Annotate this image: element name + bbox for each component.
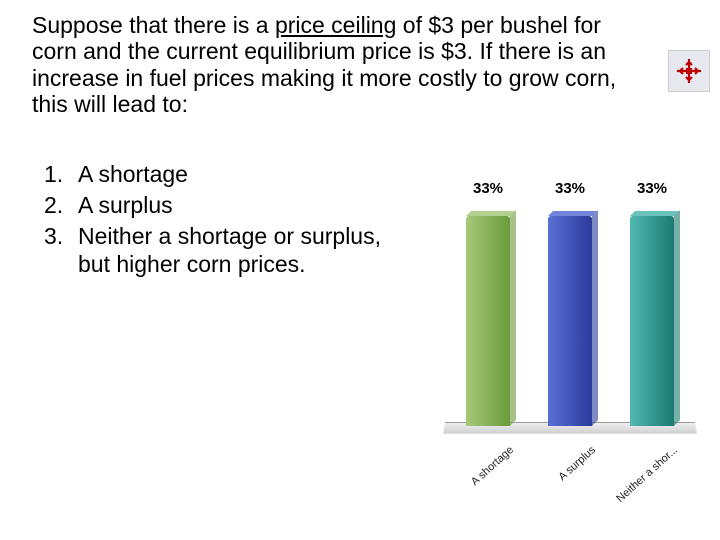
question-text: Suppose that there is a price ceiling of…	[32, 12, 652, 118]
chart-bar	[466, 216, 510, 426]
chart-bar	[630, 216, 674, 426]
list-item[interactable]: Neither a shortage or surplus, but highe…	[44, 222, 404, 280]
chart-xlabel: A shortage	[441, 444, 516, 513]
pct-label: 33%	[458, 180, 518, 197]
list-item[interactable]: A surplus	[44, 191, 404, 220]
chart-xlabel: A surplus	[523, 444, 598, 513]
poll-icon	[668, 50, 710, 92]
response-chart: 33%33%33% A shortageA surplusNeither a s…	[450, 180, 690, 490]
chart-plot	[450, 204, 690, 434]
answer-list: A shortage A surplus Neither a shortage …	[44, 160, 404, 281]
pct-label: 33%	[540, 180, 600, 197]
chart-xlabel: Neither a shor...	[605, 444, 680, 513]
question-underlined: price ceiling	[275, 12, 396, 38]
list-item[interactable]: A shortage	[44, 160, 404, 189]
chart-xlabels: A shortageA surplusNeither a shor...	[450, 438, 690, 498]
chart-bar	[548, 216, 592, 426]
pct-label: 33%	[622, 180, 682, 197]
pct-labels: 33% 33% 33%	[450, 180, 690, 204]
question-prefix: Suppose that there is a	[32, 12, 275, 38]
